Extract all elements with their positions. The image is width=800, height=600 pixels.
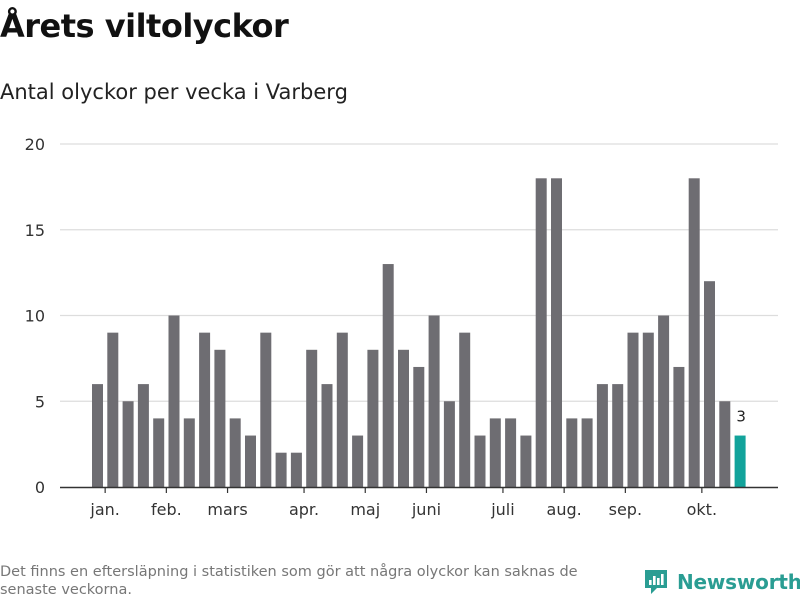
- x-tick-label: aug.: [547, 500, 582, 519]
- bar: [413, 366, 425, 487]
- data-label-latest: 3: [736, 408, 746, 426]
- bar: [199, 332, 211, 487]
- bar: [137, 384, 149, 487]
- bar: [704, 281, 715, 487]
- x-tick-label: feb.: [151, 500, 182, 519]
- brand: Newsworthy: [643, 568, 800, 596]
- bar: [92, 384, 103, 487]
- bar: [260, 332, 272, 487]
- bar: [474, 435, 486, 487]
- bar: [551, 178, 562, 488]
- x-tick-label: juli: [490, 500, 514, 519]
- bar: [520, 435, 532, 487]
- grid-lines: [60, 143, 778, 402]
- chart-title: Årets viltolyckor: [0, 7, 289, 45]
- bar: [489, 418, 501, 487]
- brand-name: Newsworthy: [677, 570, 800, 594]
- x-tick-label: juni: [411, 500, 441, 519]
- y-tick-label: 20: [25, 135, 45, 154]
- bar: [352, 435, 364, 487]
- bar: [688, 178, 700, 488]
- bar: [245, 435, 256, 487]
- y-axis-ticks: 0 5 10 15 20: [25, 135, 45, 497]
- bar: [214, 349, 226, 487]
- bar: [336, 332, 348, 487]
- x-tick-label: sep.: [609, 500, 642, 519]
- bar: [428, 315, 440, 487]
- x-tick-label: apr.: [289, 500, 319, 519]
- bars: [92, 178, 746, 488]
- bar-latest-week: [734, 435, 746, 487]
- bar: [627, 332, 639, 487]
- x-axis-ticks: jan. feb. mars apr. maj juni juli aug. sep. okt.: [89, 487, 717, 519]
- y-tick-label: 10: [25, 307, 45, 326]
- bar: [382, 264, 394, 487]
- bar-chart: 0 5 10 15 20 jan. feb. mars apr. maj juni juli aug.…: [25, 135, 778, 519]
- bar: [612, 384, 624, 487]
- bar: [168, 315, 180, 487]
- y-tick-label: 0: [35, 478, 45, 497]
- bar: [443, 401, 455, 487]
- bar: [275, 452, 287, 487]
- bar: [581, 418, 593, 487]
- bar: [107, 332, 119, 487]
- bar: [459, 332, 471, 487]
- bar: [505, 418, 517, 487]
- bar: [153, 418, 165, 487]
- bar: [596, 384, 608, 487]
- bar: [183, 418, 195, 487]
- bar: [367, 349, 379, 487]
- x-tick-label: maj: [350, 500, 380, 519]
- bar: [566, 418, 578, 487]
- bar: [306, 349, 318, 487]
- bar: [229, 418, 241, 487]
- footnote: Det finns en eftersläpning i statistiken…: [0, 564, 578, 598]
- bar: [673, 366, 685, 487]
- bar: [398, 349, 409, 487]
- bar: [290, 452, 302, 487]
- bar: [658, 315, 670, 487]
- x-tick-label: mars: [207, 500, 247, 519]
- bar: [122, 401, 134, 487]
- data-labels: 3: [736, 408, 746, 426]
- newsworthy-logo-icon: [645, 570, 667, 594]
- x-tick-label: okt.: [687, 500, 717, 519]
- chart-subtitle: Antal olyckor per vecka i Varberg: [0, 80, 348, 104]
- x-tick-label: jan.: [89, 500, 119, 519]
- bar: [321, 384, 333, 487]
- bar: [642, 332, 654, 487]
- bar: [535, 178, 547, 488]
- bar: [719, 401, 731, 487]
- y-tick-label: 15: [25, 221, 45, 240]
- y-tick-label: 5: [35, 392, 45, 411]
